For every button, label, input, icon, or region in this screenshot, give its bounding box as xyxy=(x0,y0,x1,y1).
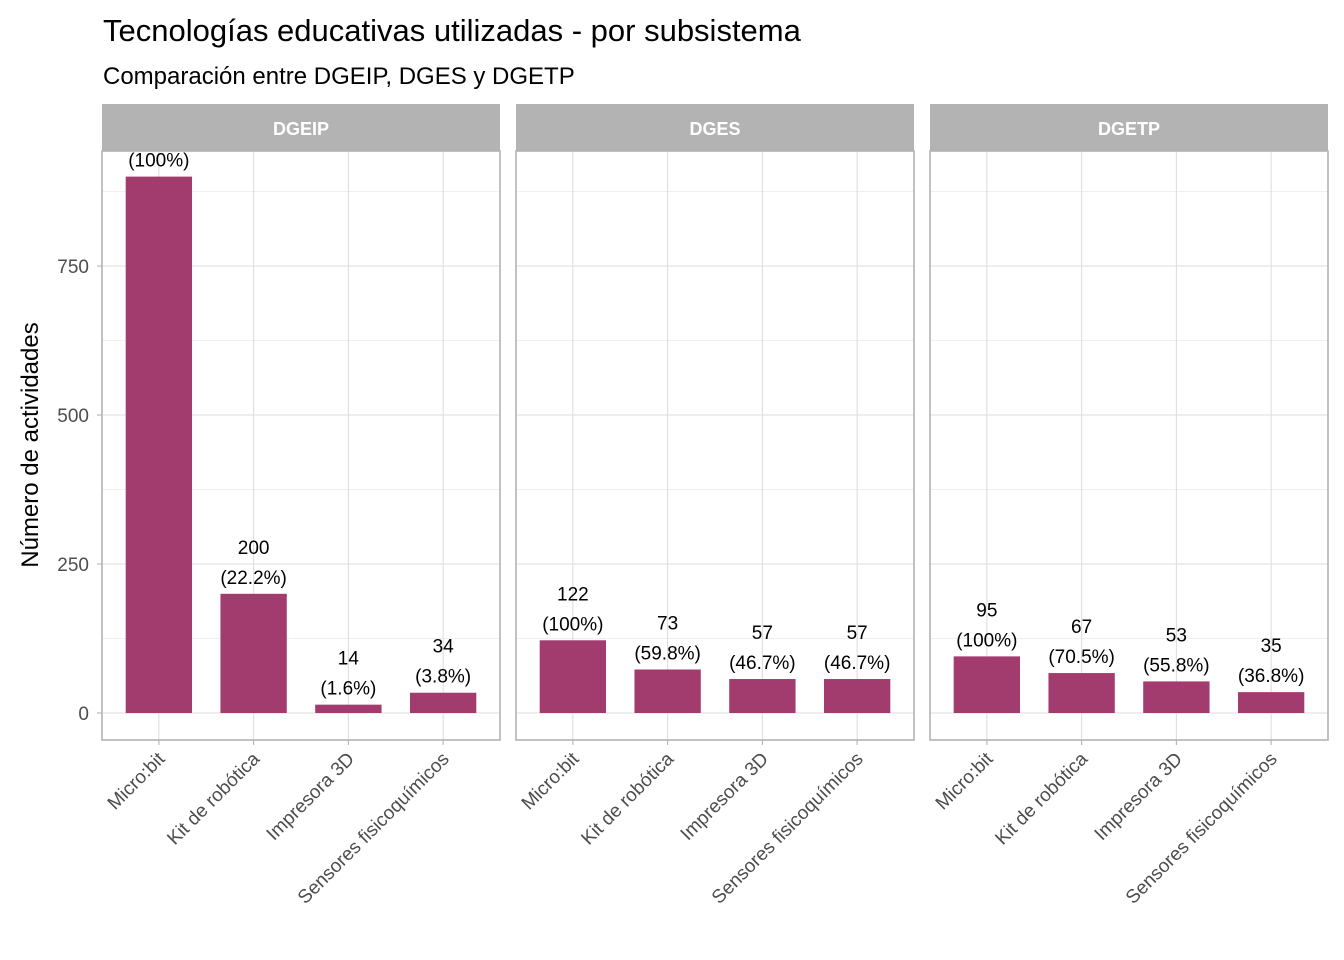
x-tick-label: Impresora 3D xyxy=(677,749,773,845)
y-tick-label: 0 xyxy=(78,704,89,725)
facet-strip-label: DGETP xyxy=(1098,119,1160,139)
data-label-percent: (1.6%) xyxy=(320,679,376,700)
data-label-value: 67 xyxy=(1071,617,1092,638)
facet-panel-dges: 122 (100%) 73 (59.8%) 57 (46.7%) 57 (46.7%) DGES… xyxy=(515,104,915,909)
x-tick-label: Impresora 3D xyxy=(263,749,359,845)
x-tick-label: Impresora 3D xyxy=(1091,749,1187,845)
x-tick-label: Kit de robótica xyxy=(163,748,264,849)
data-label-value: 14 xyxy=(338,649,360,670)
bar-dges-2 xyxy=(729,679,796,713)
data-label-percent: (22.2%) xyxy=(220,568,287,589)
bar-dges-1 xyxy=(634,669,701,713)
data-label-percent: (3.8%) xyxy=(415,667,471,688)
y-tick-label: 750 xyxy=(57,257,89,278)
x-tick-label: Micro:bit xyxy=(932,748,998,814)
facet-panels: 900(100%)200(22.2%)14(1.6%)34(3.8%)DGEIP… xyxy=(101,104,1329,909)
data-label-value: 53 xyxy=(1166,625,1187,646)
data-label-value: 57 xyxy=(752,623,773,644)
x-tick-label: Sensores fisicoquímicos xyxy=(294,749,454,909)
bar-dgeip-2 xyxy=(315,704,382,713)
bar-dges-3 xyxy=(823,679,891,713)
x-tick-label: Micro:bit xyxy=(104,748,170,814)
y-tick-label: 250 xyxy=(57,555,89,576)
chart-subtitle: Comparación entre DGEIP, DGES y DGETP xyxy=(103,63,575,90)
facet-strip xyxy=(516,104,914,151)
data-label-percent: (100%) xyxy=(542,614,603,635)
bar-dgeip-1 xyxy=(220,593,287,713)
bar-dgeip-3 xyxy=(409,692,477,713)
data-label-percent: (100%) xyxy=(128,151,189,172)
data-label-value: 122 xyxy=(557,584,589,605)
data-label-value: 35 xyxy=(1261,636,1282,657)
data-label-percent: (46.7%) xyxy=(729,653,796,674)
y-tick-label: 500 xyxy=(57,406,89,427)
facet-panel-dgeip: 900(100%)200(22.2%)14(1.6%)34(3.8%)DGEIP… xyxy=(101,104,501,909)
bar-dgetp-2 xyxy=(1143,681,1210,713)
chart-title: Tecnologías educativas utilizadas - por … xyxy=(103,13,802,48)
y-axis-ticks: 0 250 500 750 xyxy=(57,257,102,725)
data-label-value: 200 xyxy=(238,538,270,559)
facet-strip-label: DGES xyxy=(689,119,740,139)
facet-panel-dgetp: 95 (100%) 67 (70.5%) 53 (55.8%) 35 (36.8%) DGETP… xyxy=(929,104,1329,909)
data-label-percent: (36.8%) xyxy=(1238,666,1305,687)
data-label-value: 73 xyxy=(657,613,678,634)
bar-dgetp-0 xyxy=(953,656,1021,713)
panel-background xyxy=(930,151,1328,740)
facet-strip xyxy=(930,104,1328,151)
facet-strip xyxy=(102,104,500,151)
bar-dgeip-0 xyxy=(125,176,193,714)
y-axis-label: Número de actividades xyxy=(17,322,44,567)
data-label-value: 57 xyxy=(847,623,868,644)
bar-dgetp-3 xyxy=(1237,692,1305,713)
data-label-percent: (70.5%) xyxy=(1048,647,1115,668)
facet-strip-label: DGEIP xyxy=(273,119,329,139)
x-tick-label: Sensores fisicoquímicos xyxy=(708,749,868,909)
x-tick-label: Sensores fisicoquímicos xyxy=(1122,749,1282,909)
data-label-percent: (55.8%) xyxy=(1143,655,1210,676)
x-tick-label: Kit de robótica xyxy=(577,748,678,849)
x-tick-label: Kit de robótica xyxy=(991,748,1092,849)
data-label-percent: (59.8%) xyxy=(634,643,701,664)
data-label-value: 95 xyxy=(976,600,997,621)
x-tick-label: Micro:bit xyxy=(518,748,584,814)
data-label-value: 34 xyxy=(433,637,455,658)
bar-dges-0 xyxy=(539,640,607,713)
data-label-percent: (100%) xyxy=(956,630,1017,651)
data-label-percent: (46.7%) xyxy=(824,653,891,674)
bar-dgetp-1 xyxy=(1048,673,1115,713)
